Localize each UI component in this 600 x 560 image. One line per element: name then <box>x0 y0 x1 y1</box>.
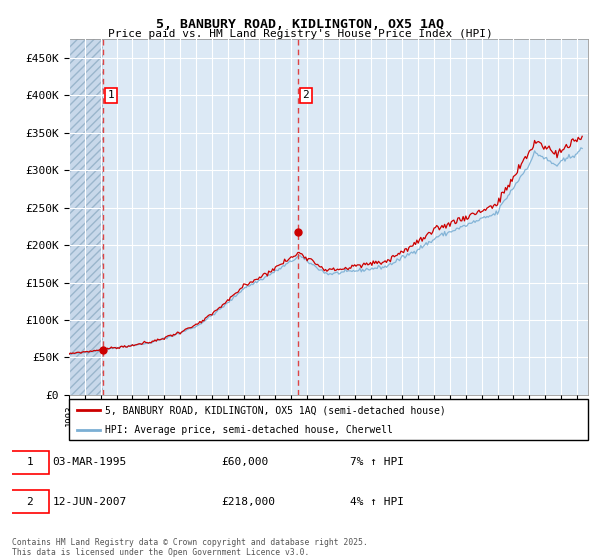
FancyBboxPatch shape <box>11 490 49 514</box>
Text: 1: 1 <box>26 458 33 468</box>
Text: Contains HM Land Registry data © Crown copyright and database right 2025.
This d: Contains HM Land Registry data © Crown c… <box>12 538 368 557</box>
Text: Price paid vs. HM Land Registry's House Price Index (HPI): Price paid vs. HM Land Registry's House … <box>107 29 493 39</box>
Text: 2: 2 <box>302 90 309 100</box>
Text: HPI: Average price, semi-detached house, Cherwell: HPI: Average price, semi-detached house,… <box>106 424 393 435</box>
FancyBboxPatch shape <box>69 399 588 440</box>
Bar <box>69 39 103 395</box>
Text: 7% ↑ HPI: 7% ↑ HPI <box>350 458 404 468</box>
Text: 5, BANBURY ROAD, KIDLINGTON, OX5 1AQ (semi-detached house): 5, BANBURY ROAD, KIDLINGTON, OX5 1AQ (se… <box>106 405 446 415</box>
FancyBboxPatch shape <box>11 451 49 474</box>
Text: 03-MAR-1995: 03-MAR-1995 <box>53 458 127 468</box>
Text: 12-JUN-2007: 12-JUN-2007 <box>53 497 127 507</box>
Text: 2: 2 <box>26 497 33 507</box>
Text: £60,000: £60,000 <box>221 458 269 468</box>
Text: 1: 1 <box>107 90 114 100</box>
Text: 5, BANBURY ROAD, KIDLINGTON, OX5 1AQ: 5, BANBURY ROAD, KIDLINGTON, OX5 1AQ <box>156 18 444 31</box>
Text: £218,000: £218,000 <box>221 497 275 507</box>
Text: 4% ↑ HPI: 4% ↑ HPI <box>350 497 404 507</box>
